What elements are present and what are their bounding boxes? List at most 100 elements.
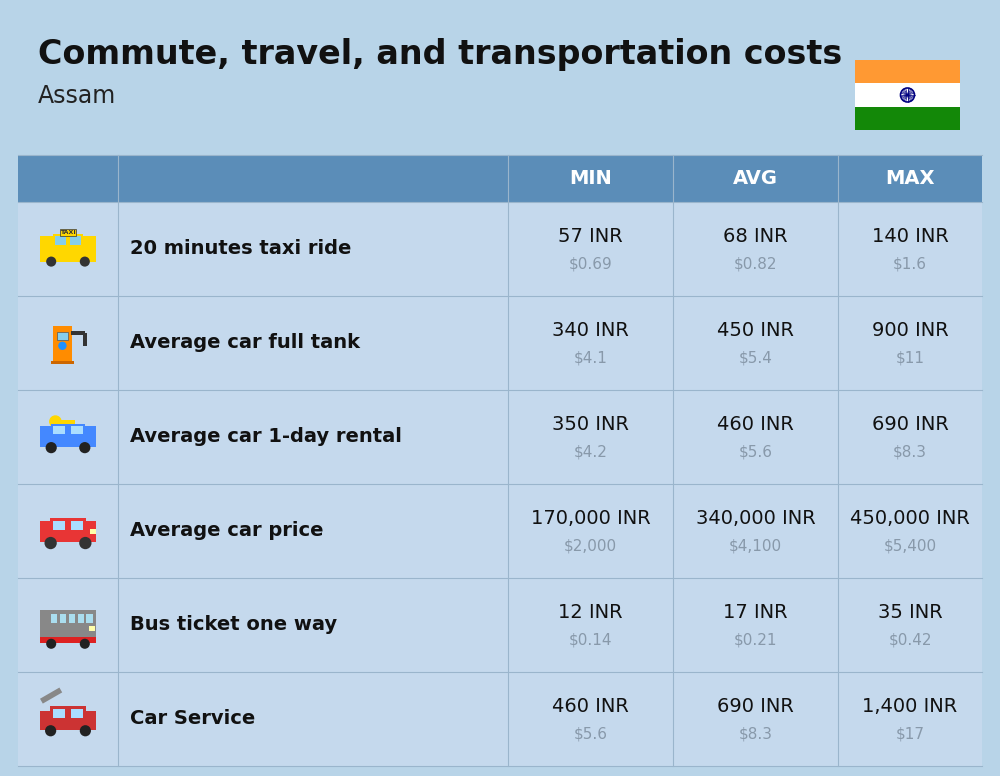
Text: 12 INR: 12 INR (558, 604, 623, 622)
Bar (51, 424, 85, 435)
Bar (18, 202, 982, 296)
Bar (83, 333, 87, 346)
Bar (40, 237, 96, 262)
Bar (90, 528, 96, 534)
Circle shape (46, 442, 57, 453)
Circle shape (46, 639, 56, 649)
Text: $1.6: $1.6 (893, 257, 927, 272)
Text: 350 INR: 350 INR (552, 415, 629, 435)
Circle shape (79, 537, 92, 549)
Bar (855, 60, 960, 83)
Bar (57, 332, 68, 340)
Circle shape (45, 725, 56, 736)
Text: $0.21: $0.21 (734, 632, 777, 647)
Text: 690 INR: 690 INR (717, 698, 794, 716)
Bar (40, 521, 96, 542)
Circle shape (50, 416, 61, 428)
Text: $8.3: $8.3 (738, 726, 772, 742)
Circle shape (44, 537, 57, 549)
Bar (86, 615, 93, 623)
Text: 450 INR: 450 INR (717, 321, 794, 341)
Bar (18, 155, 982, 202)
Bar (53, 521, 65, 529)
Bar (40, 711, 96, 730)
Text: $0.69: $0.69 (569, 257, 612, 272)
Text: 460 INR: 460 INR (552, 698, 629, 716)
Bar (89, 625, 95, 631)
Text: Average car 1-day rental: Average car 1-day rental (130, 428, 402, 446)
Bar (53, 709, 65, 718)
Text: $5,400: $5,400 (883, 539, 937, 553)
Text: MIN: MIN (569, 169, 612, 188)
Text: 460 INR: 460 INR (717, 415, 794, 435)
Text: Average car price: Average car price (130, 521, 324, 541)
Text: $8.3: $8.3 (893, 445, 927, 459)
Bar (60, 230, 76, 236)
Bar (71, 331, 85, 334)
Text: Assam: Assam (38, 84, 116, 108)
Text: $4.2: $4.2 (574, 445, 607, 459)
Text: 57 INR: 57 INR (558, 227, 623, 247)
Bar (855, 106, 960, 130)
Text: Average car full tank: Average car full tank (130, 334, 360, 352)
Text: $4,100: $4,100 (729, 539, 782, 553)
Text: 17 INR: 17 INR (723, 604, 788, 622)
Text: 450,000 INR: 450,000 INR (850, 510, 970, 528)
Circle shape (80, 725, 91, 736)
Bar (72, 423, 75, 426)
Bar (50, 706, 86, 719)
Text: 140 INR: 140 INR (872, 227, 948, 247)
Circle shape (80, 639, 90, 649)
Text: $2,000: $2,000 (564, 539, 617, 553)
Text: TAXI: TAXI (60, 230, 76, 235)
Text: $0.42: $0.42 (888, 632, 932, 647)
Circle shape (58, 341, 67, 350)
Bar (855, 83, 960, 106)
Text: $17: $17 (896, 726, 924, 742)
Bar (78, 615, 84, 623)
Text: 1,400 INR: 1,400 INR (862, 698, 958, 716)
Bar (18, 578, 982, 672)
Bar (53, 234, 83, 246)
Bar (71, 709, 83, 718)
Text: $0.14: $0.14 (569, 632, 612, 647)
Bar (61, 420, 75, 424)
Bar (18, 672, 982, 766)
Text: $0.82: $0.82 (734, 257, 777, 272)
Bar (18, 484, 982, 578)
Bar (50, 518, 86, 531)
Text: $5.6: $5.6 (574, 726, 608, 742)
Text: Bus ticket one way: Bus ticket one way (130, 615, 337, 635)
Text: MAX: MAX (885, 169, 935, 188)
Bar (51, 615, 57, 623)
Text: 20 minutes taxi ride: 20 minutes taxi ride (130, 240, 351, 258)
Bar (71, 521, 83, 529)
Bar (60, 615, 66, 623)
Text: $5.6: $5.6 (738, 445, 772, 459)
Text: 68 INR: 68 INR (723, 227, 788, 247)
Text: $11: $11 (896, 351, 924, 365)
Bar (51, 361, 74, 364)
Bar (18, 390, 982, 484)
Circle shape (46, 257, 56, 267)
Circle shape (80, 257, 90, 267)
Text: Commute, travel, and transportation costs: Commute, travel, and transportation cost… (38, 38, 842, 71)
Bar (18, 296, 982, 390)
Bar (53, 426, 65, 435)
Bar (71, 426, 83, 435)
Text: 340,000 INR: 340,000 INR (696, 510, 815, 528)
Bar (70, 236, 81, 244)
Text: 690 INR: 690 INR (872, 415, 948, 435)
Bar (55, 236, 66, 244)
Text: $5.4: $5.4 (739, 351, 772, 365)
Text: 340 INR: 340 INR (552, 321, 629, 341)
Text: 35 INR: 35 INR (878, 604, 942, 622)
Text: 900 INR: 900 INR (872, 321, 948, 341)
Text: Car Service: Car Service (130, 709, 255, 729)
Bar (40, 426, 96, 447)
Circle shape (79, 442, 90, 453)
Text: $4.1: $4.1 (574, 351, 607, 365)
Text: AVG: AVG (733, 169, 778, 188)
Text: 170,000 INR: 170,000 INR (531, 510, 650, 528)
Bar (69, 615, 75, 623)
